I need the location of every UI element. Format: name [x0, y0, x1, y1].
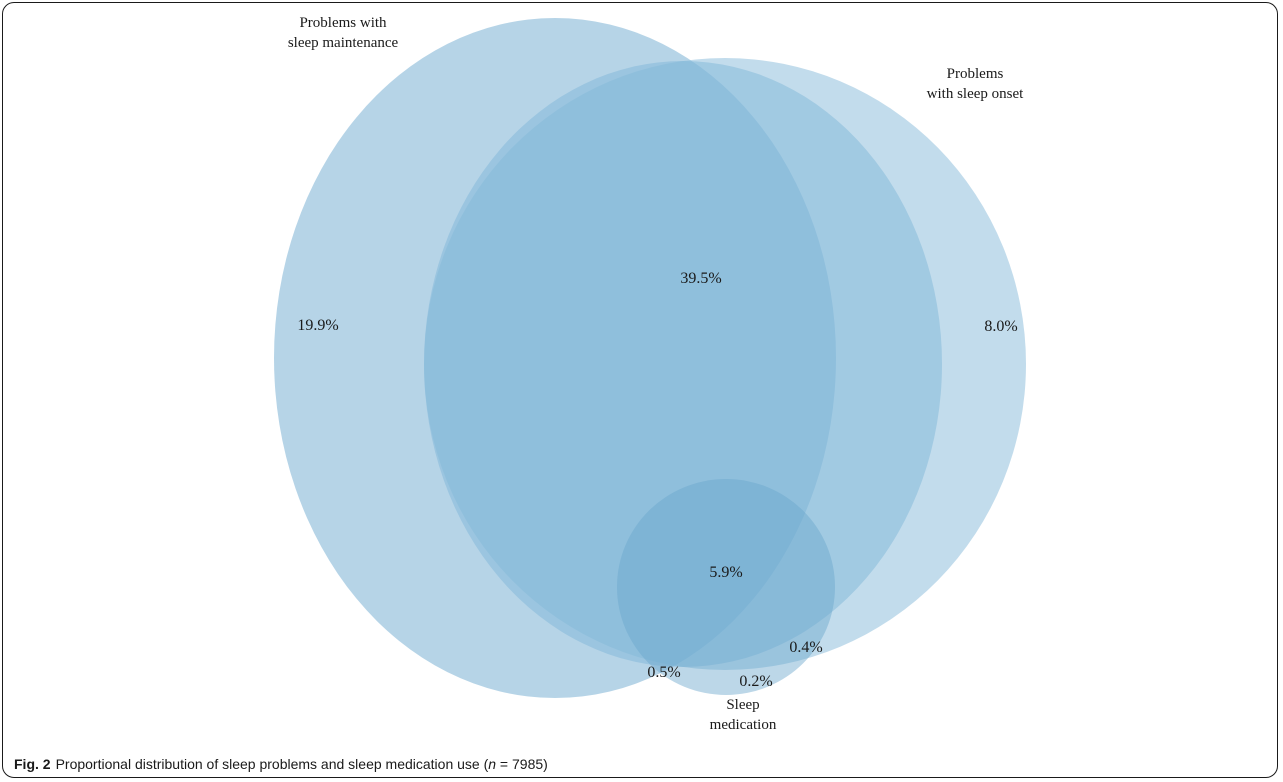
- figure-caption: Fig. 2 Proportional distribution of sleep…: [14, 756, 548, 772]
- pct-onset-only: 8.0%: [984, 318, 1017, 335]
- caption-text-end: = 7985): [496, 756, 548, 772]
- label-onset-line2: with sleep onset: [927, 86, 1024, 102]
- pct-maintenance-only: 19.9%: [297, 317, 338, 334]
- label-maintenance-line2: sleep maintenance: [288, 35, 399, 51]
- label-medication-line2: medication: [710, 717, 777, 733]
- pct-medication-only: 0.2%: [739, 673, 772, 690]
- caption-n-symbol: n: [488, 756, 497, 772]
- circle-sleep-onset: [424, 58, 1026, 670]
- caption-text-start: Proportional distribution of sleep probl…: [55, 756, 489, 772]
- label-onset-line1: Problems: [947, 66, 1004, 82]
- figure-number: Fig. 2: [14, 756, 51, 772]
- overlap-maintenance-onset: [424, 61, 942, 667]
- pct-medication-and-maintenance: 0.5%: [647, 664, 680, 681]
- pct-maintenance-and-onset: 39.5%: [680, 270, 721, 287]
- label-maintenance-line1: Problems with: [299, 15, 387, 31]
- pct-all-three: 5.9%: [709, 564, 742, 581]
- venn-diagram: Problems with sleep maintenance Problems…: [274, 15, 1026, 733]
- circle-sleep-medication: [617, 479, 835, 695]
- pct-medication-and-onset: 0.4%: [789, 639, 822, 656]
- label-medication-line1: Sleep: [726, 697, 759, 713]
